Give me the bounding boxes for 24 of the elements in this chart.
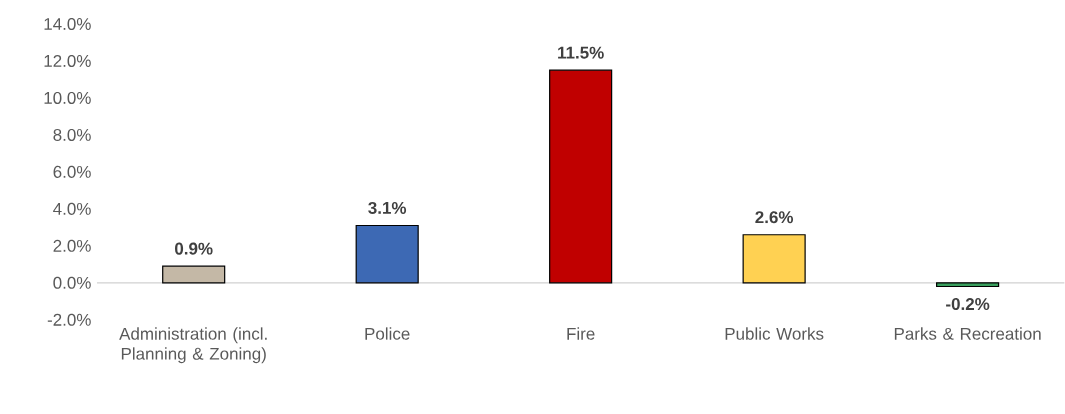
bar bbox=[355, 225, 419, 284]
y-tick-label: 0.0% bbox=[53, 276, 91, 289]
x-tick-label: Police bbox=[365, 327, 410, 340]
bar bbox=[742, 234, 806, 284]
data-label: 0.9% bbox=[175, 242, 213, 255]
x-tick-label: Fire bbox=[567, 327, 595, 340]
y-tick-label: 10.0% bbox=[44, 92, 91, 105]
y-tick-label: 8.0% bbox=[53, 129, 91, 142]
y-tick-label: 6.0% bbox=[53, 166, 91, 179]
bar bbox=[936, 282, 1000, 288]
y-tick-label: 14.0% bbox=[44, 18, 91, 31]
y-tick-label: 2.0% bbox=[53, 239, 91, 252]
data-label: 2.6% bbox=[755, 211, 794, 224]
data-label: -0.2% bbox=[946, 298, 990, 311]
bar bbox=[162, 265, 226, 284]
y-tick-label: 12.0% bbox=[44, 55, 91, 68]
data-label: 11.5% bbox=[558, 46, 604, 59]
bar bbox=[549, 69, 613, 284]
x-tick-label: Administration (incl. Planning & Zoning) bbox=[119, 327, 267, 364]
x-tick-label: Public Works bbox=[725, 327, 824, 340]
x-tick-label: Parks & Recreation bbox=[894, 327, 1041, 340]
data-label: 3.1% bbox=[368, 202, 407, 215]
y-tick-label: 4.0% bbox=[53, 202, 91, 216]
y-tick-label: -2.0% bbox=[47, 313, 91, 326]
